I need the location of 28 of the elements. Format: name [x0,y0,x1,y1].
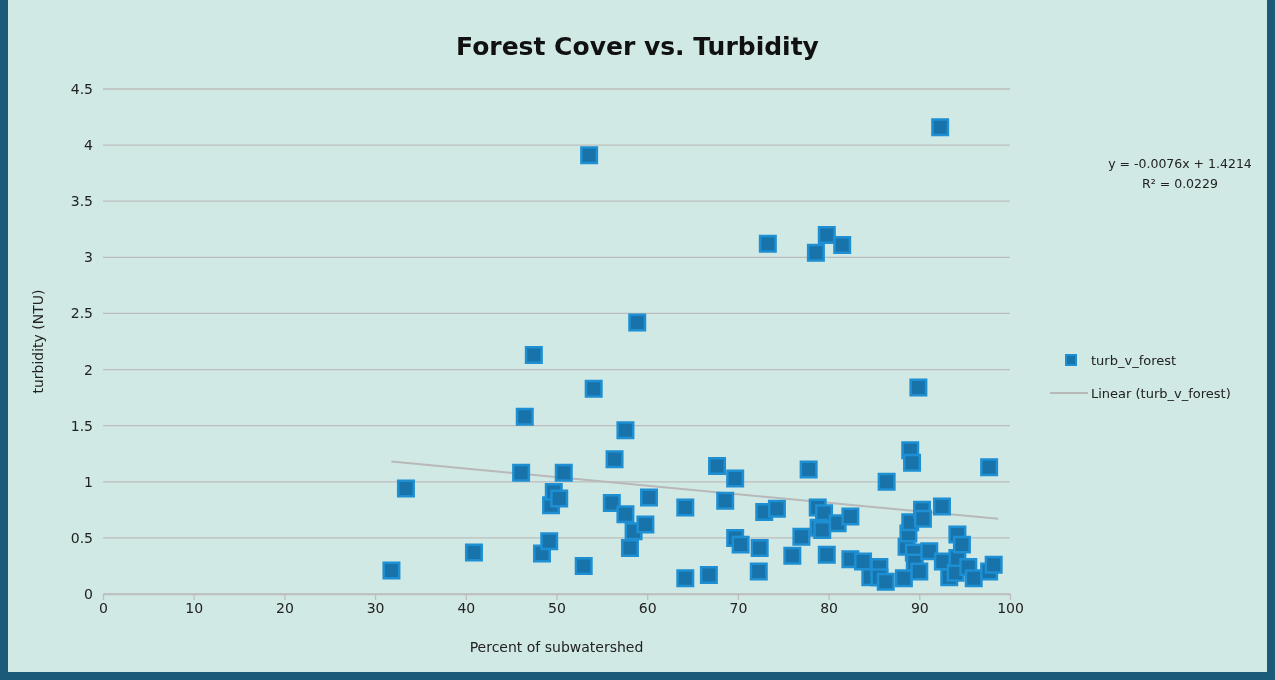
x-tick-label: 70 [729,599,748,616]
x-tick-label: 30 [366,599,385,616]
y-tick-label: 1 [84,473,93,490]
x-tick-label: 0 [99,599,108,616]
x-axis-title: Percent of subwatershed [469,639,644,655]
y-tick-label: 2 [84,361,93,378]
y-tick-label: 2.5 [70,305,93,322]
x-tick-label: 50 [548,599,566,616]
x-tick-label: 40 [457,599,476,616]
x-tick-label: 60 [638,599,657,616]
x-tick-label: 20 [275,599,294,616]
y-tick-label: 0.5 [70,529,93,546]
x-tick-label: 90 [910,599,929,616]
text: R² = 0.0229 [1142,176,1218,191]
y-tick-label: 4 [84,137,94,154]
legend-label: turb_v_forest [1091,353,1177,368]
x-tick-label: 10 [185,599,204,616]
x-tick-label: 80 [820,599,839,616]
y-tick-label: 3 [84,249,93,266]
text: y = -0.0076x + 1.4214 [1108,156,1252,171]
chart-title: Forest Cover vs. Turbidity [456,32,819,61]
legend-label: Linear (turb_v_forest) [1091,386,1231,401]
y-axis-title: turbidity (NTU) [30,289,46,394]
x-tick-label: 100 [997,599,1024,616]
y-tick-label: 1.5 [70,417,93,434]
y-tick-label: 3.5 [70,193,93,210]
y-tick-label: 4.5 [70,80,93,97]
y-tick-label: 0 [84,585,93,602]
